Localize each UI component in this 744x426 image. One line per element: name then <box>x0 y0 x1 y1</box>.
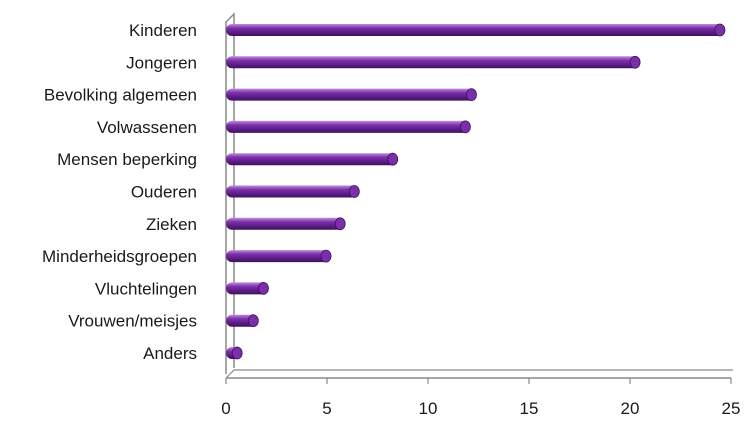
bar-end-cap <box>460 120 471 134</box>
category-label: Ouderen <box>131 183 197 202</box>
bar-body <box>226 250 332 263</box>
bar-end-cap <box>466 88 477 101</box>
bar-end-cap <box>247 314 259 328</box>
bar-end-cap <box>714 23 726 37</box>
bar-end-cap <box>231 346 243 360</box>
bar-end-cap <box>348 185 360 198</box>
bar <box>226 120 471 134</box>
bar-body <box>226 282 269 295</box>
category-label: Mensen beperking <box>57 150 197 169</box>
bar <box>226 314 259 328</box>
bar-body <box>226 24 725 36</box>
bar-body <box>226 120 471 133</box>
category-label: Vrouwen/meisjes <box>68 312 197 331</box>
bar <box>226 23 726 37</box>
x-tick-label: 0 <box>221 399 230 418</box>
bar-end-cap <box>629 55 641 69</box>
bars <box>226 23 726 360</box>
x-tick-label: 25 <box>722 399 741 418</box>
bar <box>226 55 641 69</box>
category-label: Bevolking algemeen <box>44 86 197 105</box>
x-axis-floor <box>225 369 733 379</box>
bar-end-cap <box>334 217 346 231</box>
category-label: Volwassenen <box>97 118 197 137</box>
category-labels: Kinderen Jongeren Bevolking algemeen Volwas… <box>42 21 197 363</box>
x-tick-label: 15 <box>520 399 539 418</box>
bar-body <box>226 217 346 230</box>
bar-end-cap <box>258 281 269 295</box>
x-tick-label: 20 <box>621 399 640 418</box>
x-tick-label: 10 <box>419 399 438 418</box>
category-label: Vluchtelingen <box>95 279 197 298</box>
bar-body <box>226 185 360 198</box>
x-tick-label: 5 <box>322 399 331 418</box>
bar <box>226 152 399 166</box>
bar-end-cap <box>387 152 399 166</box>
bar <box>226 249 332 263</box>
category-label: Kinderen <box>129 21 197 40</box>
bar <box>226 185 360 198</box>
bar <box>226 88 477 101</box>
bar-body <box>226 153 398 166</box>
category-label: Jongeren <box>126 53 197 72</box>
x-tick-labels: 0 5 10 15 20 25 <box>221 378 740 418</box>
bar <box>226 281 269 295</box>
bar <box>226 217 346 231</box>
bar-end-cap <box>320 249 332 263</box>
category-label: Anders <box>143 344 197 363</box>
category-label: Zieken <box>146 215 197 234</box>
bar-body <box>226 88 477 101</box>
category-label: Minderheidsgroepen <box>42 247 197 266</box>
bar-body <box>226 56 641 69</box>
bar <box>226 346 243 360</box>
